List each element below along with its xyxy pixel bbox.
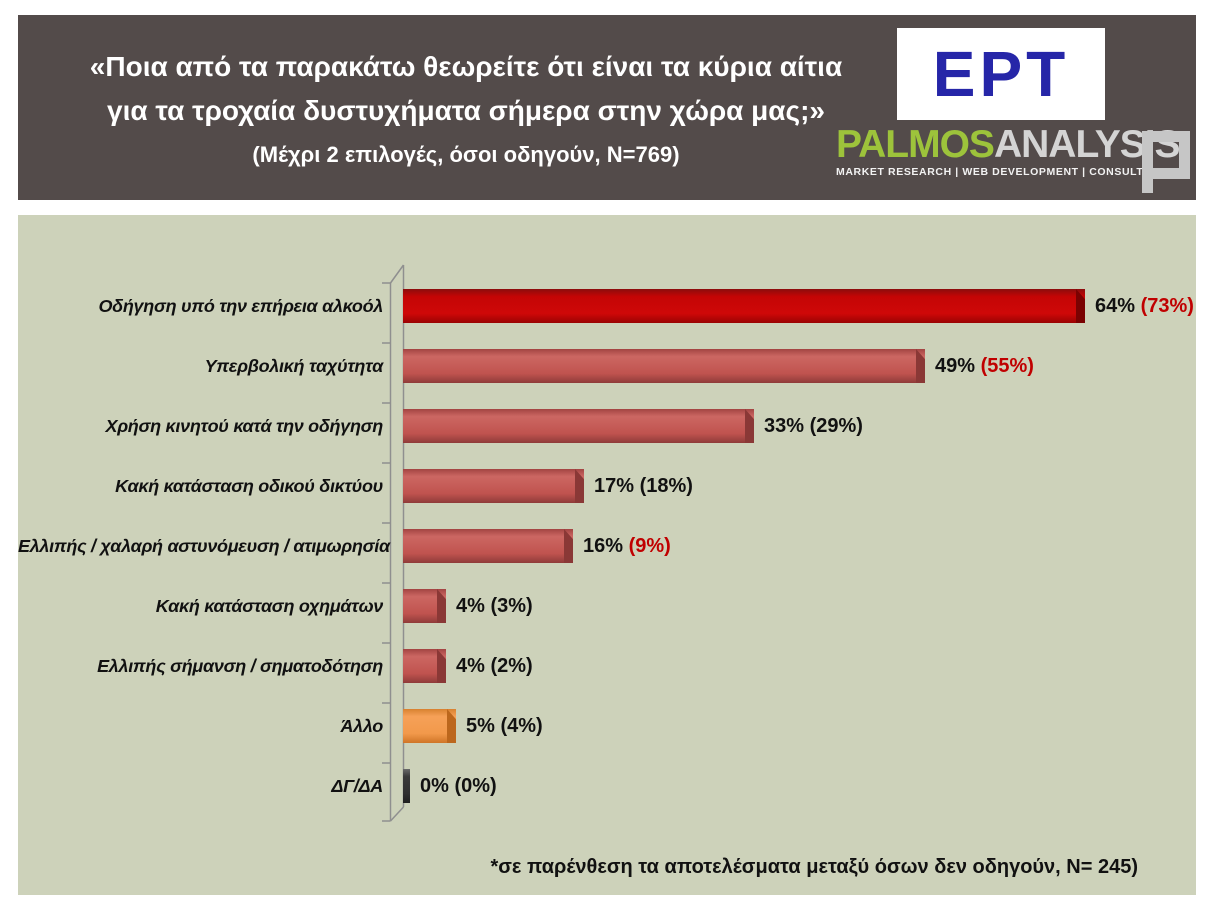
header-banner: «Ποια από τα παρακάτω θεωρείτε ότι είναι…	[18, 15, 1196, 200]
bar-row: Άλλο 5% (4%)	[18, 709, 1196, 743]
value-non-driver: (3%)	[490, 595, 533, 617]
value-non-driver: (9%)	[628, 535, 671, 557]
bar	[403, 349, 925, 383]
bar-end-cap	[437, 649, 446, 683]
value-label: 16% (9%)	[583, 529, 671, 563]
category-label: Κακή κατάσταση οχημάτων	[155, 596, 384, 616]
category-label: Ελλιπής σήμανση / σηματοδότηση	[97, 656, 383, 676]
value-label: 4% (3%)	[456, 589, 533, 623]
bar-row: Οδήγηση υπό την επήρεια αλκοόλ 64% (73%)	[18, 289, 1196, 323]
palmos-wordmark-part1: PALMOS	[836, 123, 995, 166]
ert-logo: ΕΡΤ	[897, 28, 1105, 120]
category-label: Ελλιπής / χαλαρή αστυνόμευση / ατιμωρησί…	[18, 536, 390, 556]
bar-rows: Οδήγηση υπό την επήρεια αλκοόλ 64% (73%) Υ…	[18, 215, 1196, 895]
bar	[403, 469, 584, 503]
value-label: 4% (2%)	[456, 649, 533, 683]
palmos-wordmark: PALMOSANALYSIS	[836, 125, 1192, 165]
bar	[403, 529, 573, 563]
palmos-square-p-icon	[1142, 131, 1190, 193]
category-label: Οδήγηση υπό την επήρεια αλκοόλ	[98, 296, 383, 316]
bar-end-cap	[564, 529, 573, 563]
value-label: 5% (4%)	[466, 709, 543, 743]
value-label: 49% (55%)	[935, 349, 1034, 383]
palmos-tagline: MARKET RESEARCH | WEB DEVELOPMENT | CONS…	[836, 166, 1164, 178]
value-non-driver: (4%)	[500, 715, 543, 737]
question-title: «Ποια από τα παρακάτω θεωρείτε ότι είναι…	[46, 45, 886, 175]
category-label: Άλλο	[340, 716, 383, 736]
bar-row: Ελλιπής σήμανση / σηματοδότηση 4% (2%)	[18, 649, 1196, 683]
bar-row: Υπερβολική ταχύτητα 49% (55%)	[18, 349, 1196, 383]
value-non-driver: (0%)	[454, 775, 497, 797]
bar	[403, 649, 446, 683]
palmos-logo: PALMOSANALYSIS MARKET RESEARCH | WEB DEV…	[836, 125, 1192, 195]
bar-row: ΔΓ/ΔΑ 0% (0%)	[18, 769, 1196, 803]
bar-end-cap	[575, 469, 584, 503]
bar	[403, 709, 456, 743]
bar-end-cap	[916, 349, 925, 383]
value-label: 33% (29%)	[764, 409, 863, 443]
value-driver: 4%	[456, 655, 491, 677]
value-non-driver: (2%)	[490, 655, 533, 677]
bar-end-cap	[1076, 289, 1085, 323]
value-driver: 5%	[466, 715, 501, 737]
value-driver: 49%	[935, 355, 981, 377]
bar-end-cap	[447, 709, 456, 743]
value-label: 0% (0%)	[420, 769, 497, 803]
bar	[403, 769, 410, 803]
footnote: *σε παρένθεση τα αποτελέσματα μεταξύ όσω…	[490, 856, 1138, 878]
bar	[403, 589, 446, 623]
category-label: ΔΓ/ΔΑ	[331, 776, 383, 796]
title-subtitle: (Μέχρι 2 επιλογές, όσοι οδηγούν, N=769)	[252, 142, 680, 167]
value-non-driver: (55%)	[980, 355, 1034, 377]
bar-end-cap	[745, 409, 754, 443]
value-non-driver: (29%)	[809, 415, 863, 437]
category-label: Χρήση κινητού κατά την οδήγηση	[105, 416, 384, 436]
bar-row: Κακή κατάσταση οχημάτων 4% (3%)	[18, 589, 1196, 623]
value-driver: 4%	[456, 595, 491, 617]
ert-logo-text: ΕΡΤ	[932, 38, 1070, 110]
chart-panel: Οδήγηση υπό την επήρεια αλκοόλ 64% (73%) Υ…	[18, 215, 1196, 895]
title-line-2: για τα τροχαία δυστυχήματα σήμερα στην χ…	[107, 95, 825, 126]
value-driver: 0%	[420, 775, 455, 797]
value-driver: 17%	[594, 475, 640, 497]
value-non-driver: (18%)	[639, 475, 693, 497]
bar	[403, 289, 1085, 323]
title-line-1: «Ποια από τα παρακάτω θεωρείτε ότι είναι…	[89, 51, 843, 82]
bar-row: Κακή κατάσταση οδικού δικτύου 17% (18%)	[18, 469, 1196, 503]
bar-row: Χρήση κινητού κατά την οδήγηση 33% (29%)	[18, 409, 1196, 443]
value-non-driver: (73%)	[1140, 295, 1194, 317]
value-label: 17% (18%)	[594, 469, 693, 503]
value-driver: 64%	[1095, 295, 1141, 317]
bar-row: Ελλιπής / χαλαρή αστυνόμευση / ατιμωρησί…	[18, 529, 1196, 563]
category-label: Υπερβολική ταχύτητα	[204, 356, 384, 376]
value-driver: 33%	[764, 415, 810, 437]
bar	[403, 409, 754, 443]
bar-end-cap	[437, 589, 446, 623]
value-label: 64% (73%)	[1095, 289, 1194, 323]
category-label: Κακή κατάσταση οδικού δικτύου	[115, 476, 383, 496]
value-driver: 16%	[583, 535, 629, 557]
